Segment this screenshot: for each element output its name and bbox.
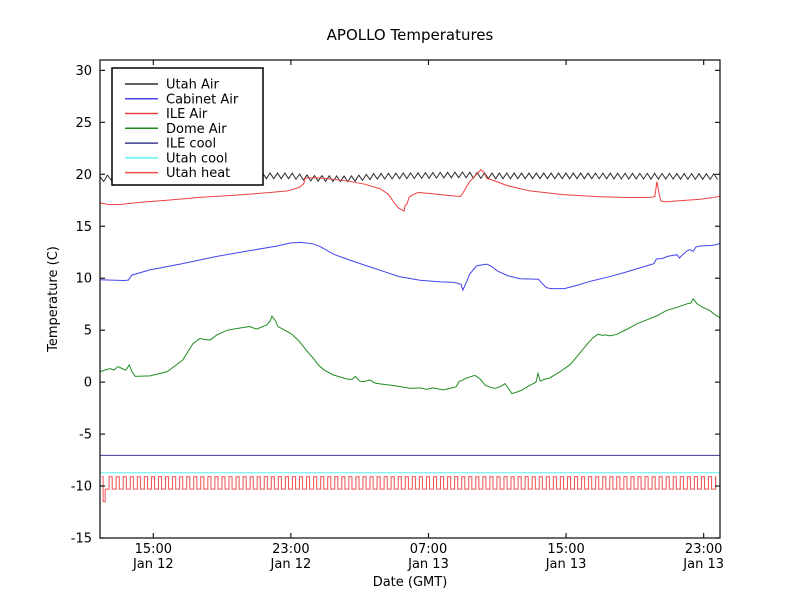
plot-frame bbox=[99, 59, 721, 539]
legend-label: ILE cool bbox=[166, 137, 216, 152]
y-tick-label: -10 bbox=[71, 480, 92, 495]
legend-box bbox=[111, 67, 264, 186]
x-tick-label-date: Jan 13 bbox=[407, 557, 449, 572]
legend-entry-utah-air: Utah Air bbox=[125, 78, 219, 93]
legend-entry-cabinet-air: Cabinet Air bbox=[125, 92, 239, 107]
series-ile-air bbox=[100, 168, 720, 213]
axis-ticks bbox=[100, 60, 720, 539]
series-cabinet-air bbox=[100, 241, 720, 292]
legend-label: Utah heat bbox=[166, 166, 230, 181]
x-tick-label-time: 07:00 bbox=[410, 542, 447, 557]
x-axis-label: Date (GMT) bbox=[373, 575, 448, 590]
y-axis-label: Temperature (C) bbox=[46, 246, 61, 353]
legend-entry-dome-air: Dome Air bbox=[125, 122, 227, 137]
legend-label: ILE Air bbox=[166, 107, 208, 122]
y-tick-label: 15 bbox=[75, 220, 92, 235]
legend-label: Utah cool bbox=[166, 151, 228, 166]
series-utah-heat bbox=[101, 476, 717, 503]
x-tick-label-date: Jan 12 bbox=[270, 557, 312, 572]
legend-label: Dome Air bbox=[166, 122, 227, 137]
y-tick-label: -5 bbox=[79, 428, 92, 443]
legend-entry-utah-heat: Utah heat bbox=[125, 166, 230, 181]
x-tick-label-time: 15:00 bbox=[135, 542, 172, 557]
y-tick-label: 5 bbox=[84, 324, 92, 339]
legend-entry-ile-air: ILE Air bbox=[125, 107, 208, 122]
y-tick-label: -15 bbox=[71, 532, 92, 547]
series-dome-air bbox=[100, 298, 720, 395]
legend-label: Utah Air bbox=[166, 78, 219, 93]
legend-entry-utah-cool: Utah cool bbox=[125, 151, 228, 166]
y-tick-label: 25 bbox=[75, 116, 92, 131]
x-tick-label-date: Jan 13 bbox=[545, 557, 587, 572]
chart-title: APOLLO Temperatures bbox=[327, 26, 494, 44]
legend-entry-ile-cool: ILE cool bbox=[125, 137, 216, 152]
legend-label: Cabinet Air bbox=[166, 92, 239, 107]
y-tick-label: 10 bbox=[75, 272, 92, 287]
y-tick-label: 0 bbox=[84, 376, 92, 391]
y-tick-label: 30 bbox=[75, 64, 92, 79]
x-tick-label-date: Jan 13 bbox=[682, 557, 724, 572]
x-tick-label-time: 23:00 bbox=[685, 542, 722, 557]
x-tick-label-time: 23:00 bbox=[272, 542, 309, 557]
x-tick-label-time: 15:00 bbox=[547, 542, 584, 557]
x-tick-label-date: Jan 12 bbox=[132, 557, 174, 572]
y-tick-label: 20 bbox=[75, 168, 92, 183]
plot-series bbox=[100, 168, 720, 503]
